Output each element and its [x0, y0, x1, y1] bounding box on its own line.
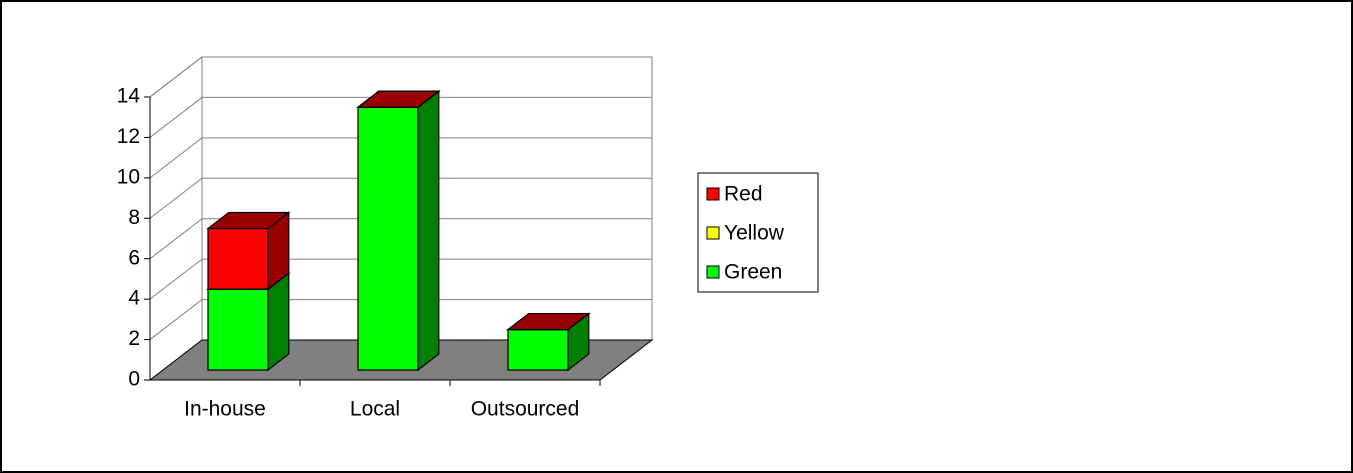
grid-line: [149, 258, 652, 300]
grid-line: [149, 137, 652, 179]
y-tick-label: 6: [128, 246, 140, 269]
y-tick-label: 8: [128, 206, 140, 229]
y-tick-label: 4: [128, 287, 140, 310]
y-tick-label: 14: [117, 85, 141, 108]
y-tick-label: 2: [128, 327, 140, 350]
legend-swatch: [706, 265, 720, 279]
bar-front: [207, 227, 269, 290]
y-tick-label: 10: [117, 165, 140, 188]
grid-line: [149, 96, 652, 138]
grid-line: [149, 56, 652, 98]
x-tick-label: In-house: [184, 398, 266, 421]
legend-swatch: [706, 226, 720, 240]
bar-front: [357, 106, 419, 371]
grid-line: [149, 177, 652, 219]
bar-top: [506, 312, 591, 331]
grid-line: [149, 299, 652, 340]
legend: Red Yellow Green: [697, 172, 819, 293]
grid-line: [149, 218, 652, 260]
y-tick-label: 12: [117, 125, 140, 148]
legend-label: Yellow: [724, 222, 785, 245]
x-tick-label: Outsourced: [471, 398, 580, 421]
bar-front: [507, 328, 569, 371]
bar-side: [417, 89, 440, 372]
side-wall: [149, 55, 203, 382]
bar-segment: [206, 211, 291, 291]
bar-segment: [506, 312, 591, 331]
x-tick-label: Local: [350, 398, 400, 421]
bar-front: [207, 288, 269, 371]
bar-segment: [356, 89, 441, 372]
y-tick-label: 0: [128, 368, 140, 391]
bar-side: [267, 271, 290, 372]
legend-swatch: [706, 187, 720, 201]
bar-top: [356, 90, 441, 108]
legend-label: Red: [724, 183, 763, 206]
bar-top: [206, 211, 291, 230]
legend-label: Green: [724, 261, 782, 284]
bar-segment: [356, 90, 441, 108]
